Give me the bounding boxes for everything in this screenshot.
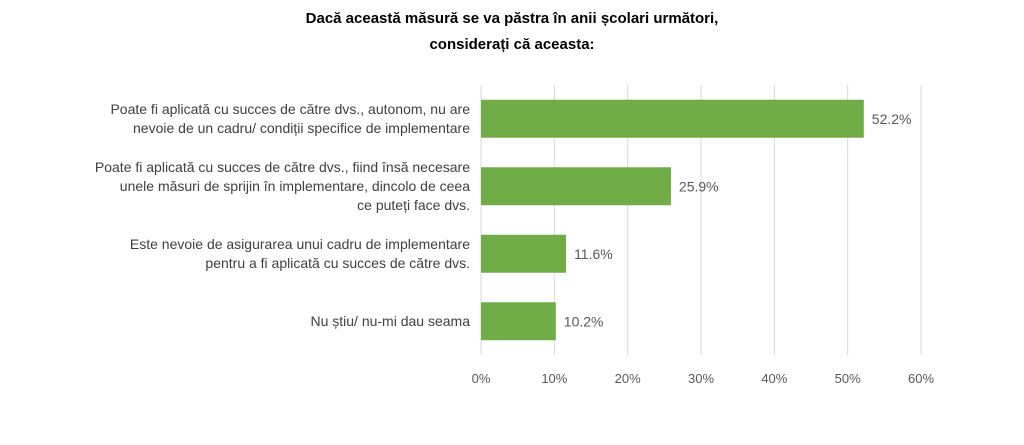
bar <box>481 234 567 273</box>
bar <box>481 302 556 341</box>
x-tick-label: 50% <box>835 371 861 386</box>
x-tick-label: 0% <box>472 371 491 386</box>
category-label: Poate fi aplicată cu succes de către dvs… <box>30 100 470 138</box>
data-label: 25.9% <box>679 178 719 194</box>
category-label-line: Nu știu/ nu-mi dau seama <box>310 312 470 329</box>
x-tick-label: 40% <box>761 371 787 386</box>
category-label-line: unele măsuri de sprijin în implementare,… <box>119 177 470 194</box>
category-label-line: Este nevoie de asigurarea unui cadru de … <box>129 235 470 252</box>
chart-title-line-2: considerați că aceasta: <box>429 36 595 53</box>
bar <box>481 167 671 206</box>
x-tick-label: 60% <box>908 371 934 386</box>
category-label: Este nevoie de asigurarea unui cadru de … <box>30 235 470 273</box>
category-label-line: Poate fi aplicată cu succes de către dvs… <box>94 158 470 175</box>
data-label: 10.2% <box>564 313 604 329</box>
x-tick-label: 30% <box>688 371 714 386</box>
category-label-line: pentru a fi aplicată cu succes de către … <box>205 254 470 271</box>
category-label-line: nevoie de un cadru/ condiții specifice d… <box>133 119 470 136</box>
category-label-line: ce puteți face dvs. <box>357 196 470 213</box>
category-label-line: Poate fi aplicată cu succes de către dvs… <box>110 100 470 117</box>
x-tick-label: 10% <box>541 371 567 386</box>
category-label: Poate fi aplicată cu succes de către dvs… <box>30 158 470 215</box>
data-label: 11.6% <box>574 246 613 262</box>
bar <box>481 99 864 138</box>
category-label: Nu știu/ nu-mi dau seama <box>30 312 470 331</box>
chart-title-line-1: Dacă această măsură se va păstra în anii… <box>305 10 719 27</box>
data-label: 52.2% <box>872 111 912 127</box>
x-tick-label: 20% <box>615 371 641 386</box>
